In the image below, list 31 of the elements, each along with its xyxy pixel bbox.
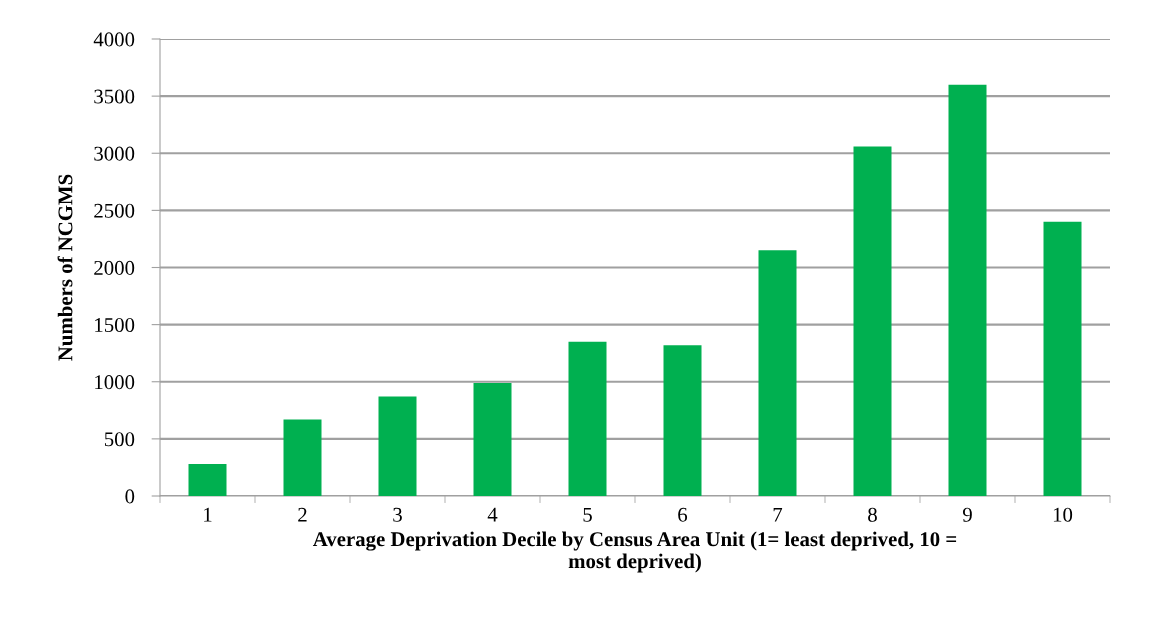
y-tick-label: 1000	[95, 375, 135, 390]
bar	[1043, 221, 1082, 496]
y-tick-label: 3500	[94, 89, 135, 104]
bar	[948, 84, 987, 496]
x-tick-label: 9	[962, 507, 972, 522]
x-tick-label: 1	[204, 507, 212, 522]
x-tick-label: 5	[583, 507, 592, 522]
x-tick-label: 3	[393, 507, 402, 522]
y-tick-label: 4000	[93, 32, 135, 47]
bar	[568, 341, 607, 496]
y-axis-title: Numbers of NCGMS	[57, 174, 73, 361]
bar	[758, 250, 797, 496]
bar	[473, 382, 512, 496]
bar	[188, 464, 227, 496]
x-tick-label: 2	[298, 507, 307, 522]
x-tick-label: 4	[487, 507, 498, 522]
y-tick-label: 0	[125, 489, 135, 504]
bar	[663, 345, 702, 496]
y-tick-label: 3000	[94, 146, 135, 161]
y-tick-label: 500	[104, 432, 135, 447]
x-tick-label: 10	[1053, 507, 1073, 522]
bar	[853, 146, 892, 496]
y-tick-label: 2500	[94, 203, 135, 218]
bar	[378, 396, 417, 496]
bar	[283, 419, 322, 496]
x-tick-label: 8	[868, 507, 877, 522]
x-tick-label: 6	[678, 507, 688, 522]
x-axis-title: Average Deprivation Decile by Census Area Unit (1= least deprived, 10 = most deprived)	[312, 531, 957, 573]
y-tick-label: 1500	[95, 318, 135, 333]
x-tick-label: 7	[773, 507, 783, 522]
y-tick-label: 2000	[94, 260, 135, 275]
